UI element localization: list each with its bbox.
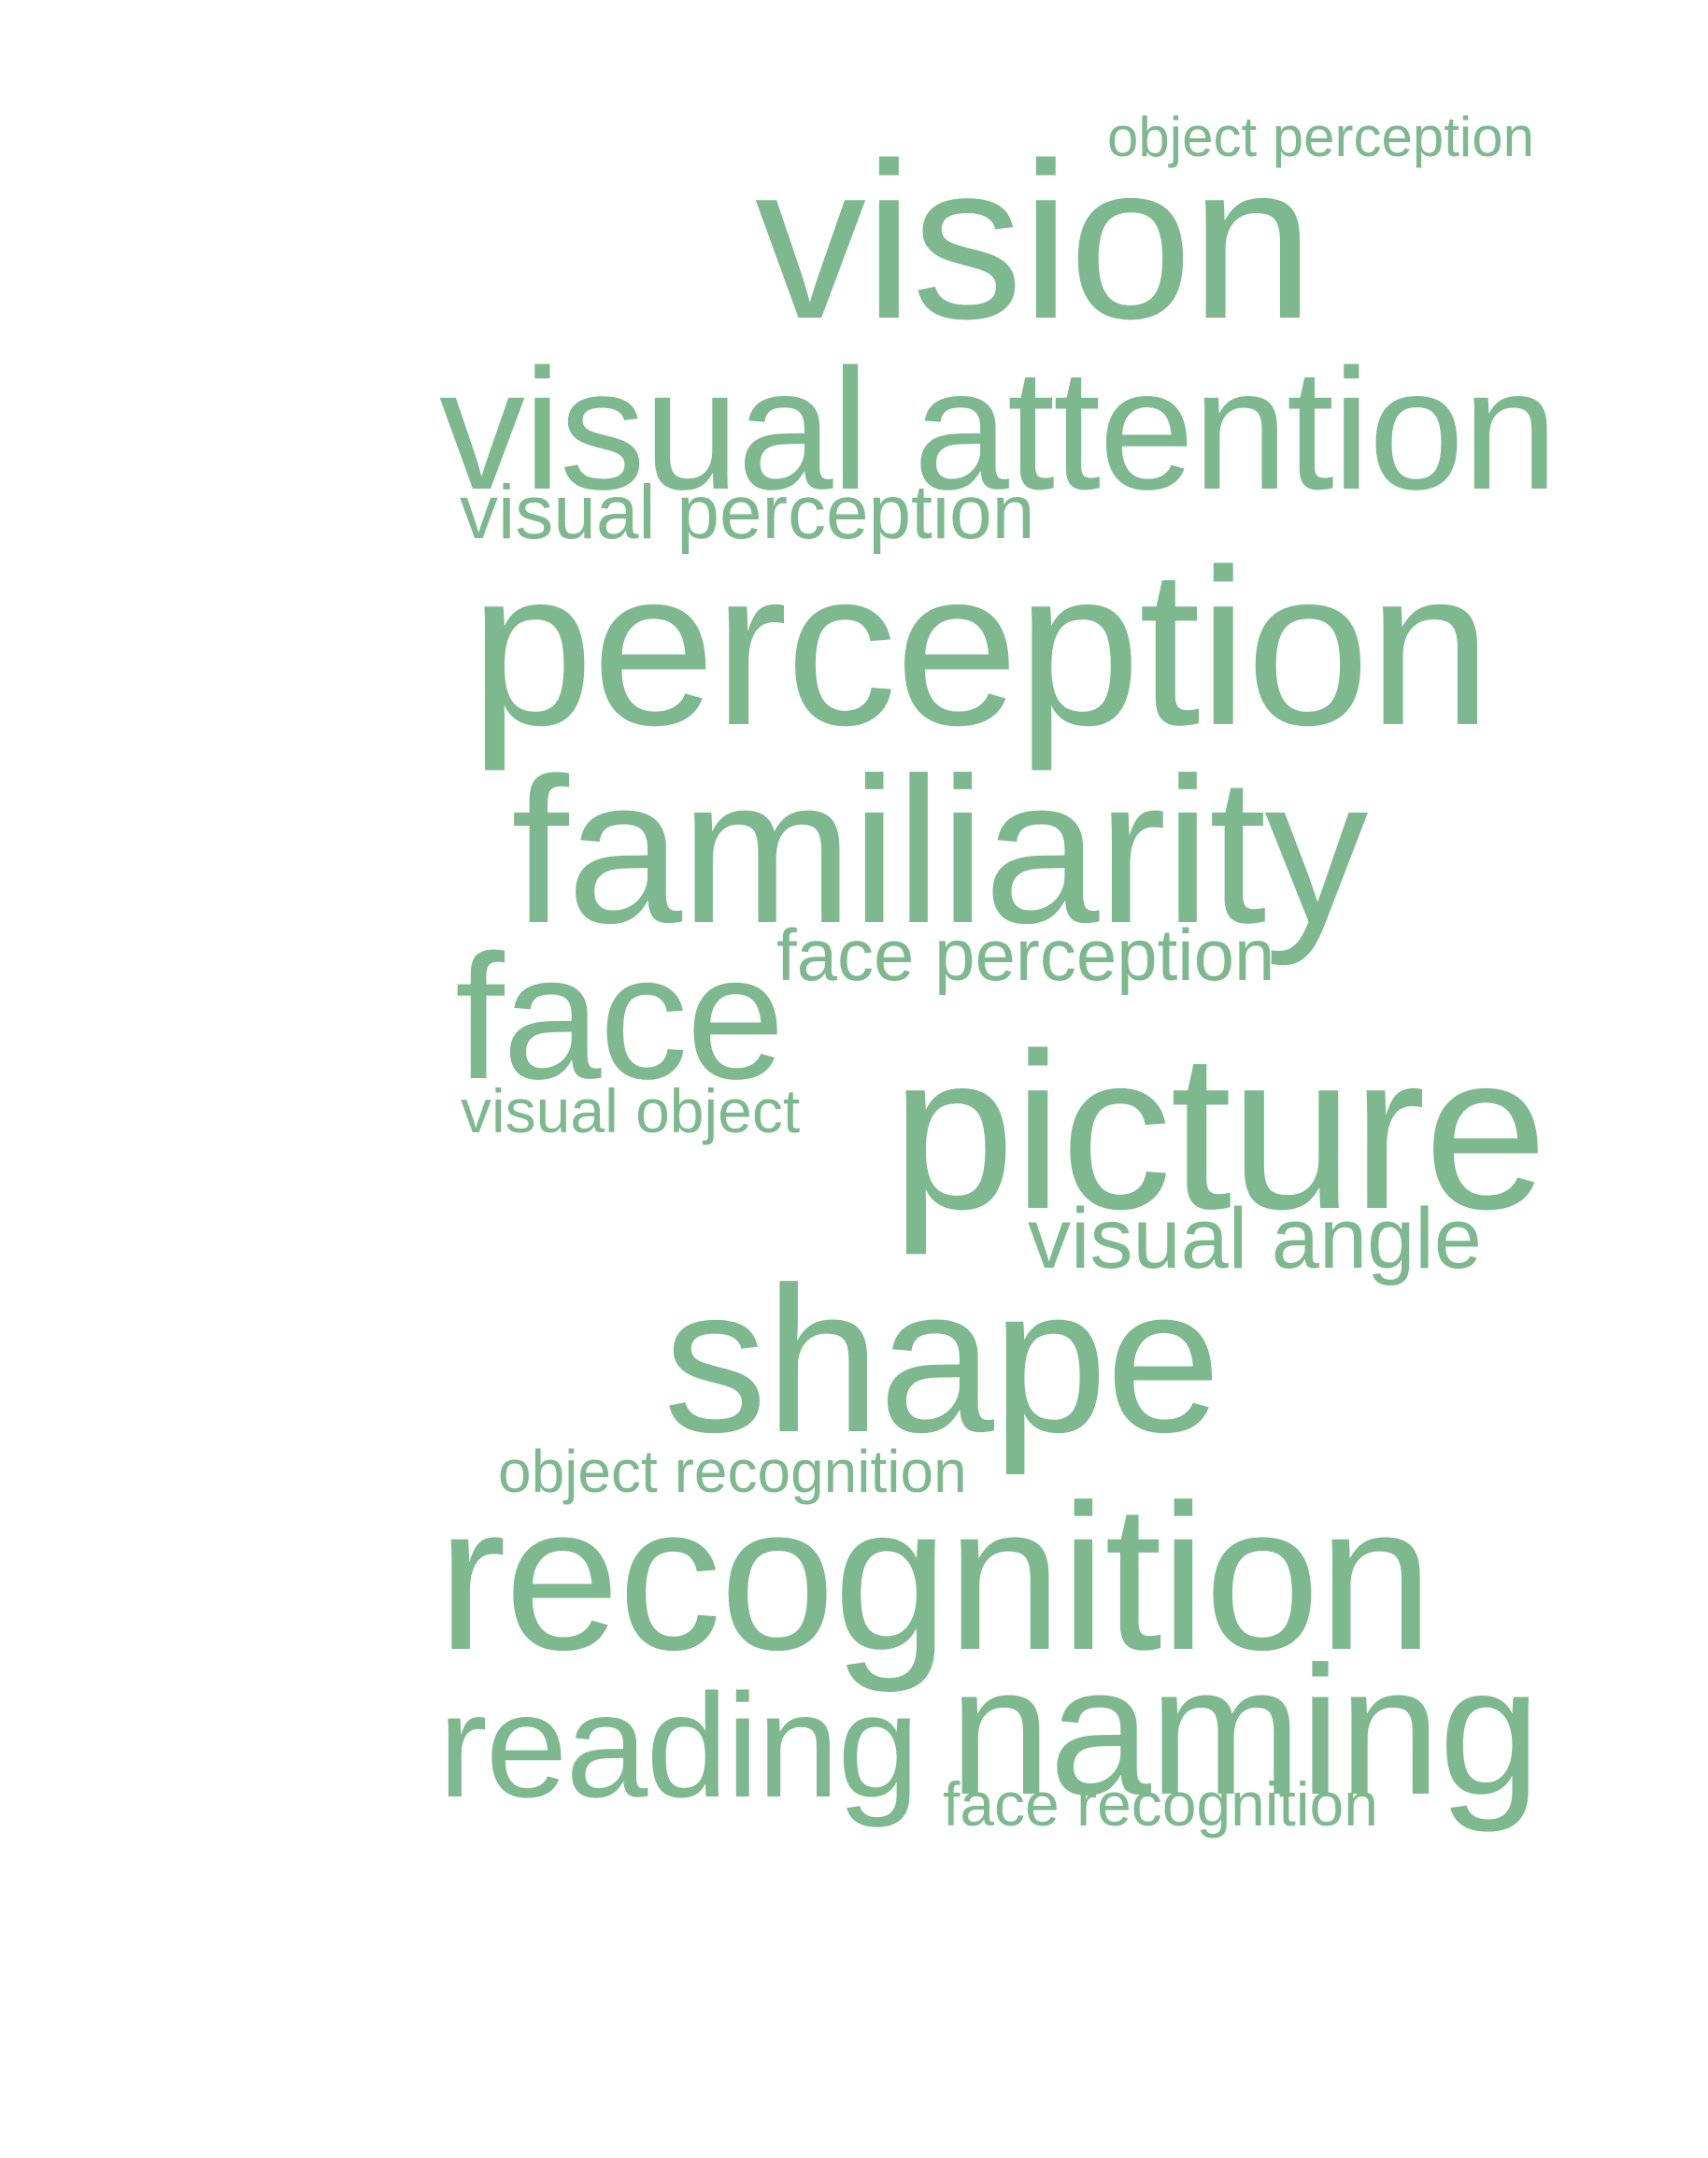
word-face-recognition: face recognition: [943, 1769, 1378, 1839]
word-visual-angle: visual angle: [1028, 1191, 1482, 1286]
word-reading: reading: [438, 1664, 919, 1828]
word-familiarity: familiarity: [511, 735, 1368, 967]
word-face-perception: face perception: [776, 914, 1275, 996]
word-shape: shape: [663, 1244, 1221, 1476]
word-vision: vision: [755, 118, 1314, 365]
word-visual-perception: visual perception: [460, 470, 1035, 555]
word-visual-object: visual object: [461, 1076, 801, 1145]
word-object-recognition: object recognition: [498, 1438, 967, 1505]
word-perception: perception: [470, 524, 1491, 772]
word-picture: picture: [891, 1008, 1547, 1256]
word-recognition: recognition: [437, 1462, 1433, 1694]
word-face: face: [455, 918, 785, 1116]
word-naming: naming: [949, 1628, 1541, 1833]
word-visual-attention: visual attention: [439, 333, 1558, 525]
word-object-perception: object perception: [1107, 106, 1534, 168]
